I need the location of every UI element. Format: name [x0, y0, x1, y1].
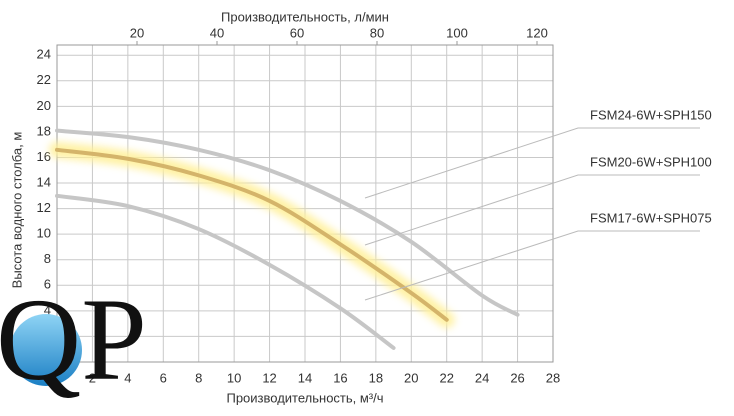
legend-label: FSM20-6W+SPH100 [590, 154, 712, 169]
y-tick-label: 12 [37, 200, 51, 215]
x-tick-label: 22 [439, 370, 453, 385]
x2-axis-title: Производительность, л/мин [221, 9, 389, 24]
x-tick-label: 8 [195, 370, 202, 385]
line [55, 128, 520, 317]
x-tick-label: 4 [124, 370, 131, 385]
logo-text: QP [0, 274, 147, 405]
plot-frame [56, 44, 554, 363]
x2-tick-label: 60 [290, 25, 304, 40]
legend-label: FSM24-6W+SPH150 [590, 107, 712, 122]
leader-line [364, 127, 700, 199]
x2-tick-label: 120 [526, 25, 548, 40]
logo-water [10, 314, 82, 386]
line [55, 147, 449, 322]
plot-area: 2468101214161820222426282468101214161820… [37, 25, 561, 385]
legend-label: FSM17-6W+SPH075 [590, 210, 712, 225]
line [55, 193, 396, 350]
logo: QP [0, 274, 147, 405]
leader-line [364, 230, 700, 301]
x2-tick-label: 40 [210, 25, 224, 40]
y-axis-title: Высота водного столба, м [9, 132, 24, 289]
y-tick-label: 20 [37, 98, 51, 113]
x-tick-label: 6 [160, 370, 167, 385]
x-tick-label: 14 [298, 370, 312, 385]
y-tick-label: 22 [37, 72, 51, 87]
x-tick-label: 18 [369, 370, 383, 385]
y-tick-label: 24 [37, 47, 51, 62]
x2-tick-label: 80 [370, 25, 384, 40]
leader-line [364, 174, 700, 246]
x-tick-label: 16 [333, 370, 347, 385]
y-tick-label: 10 [37, 226, 51, 241]
x-tick-label: 24 [475, 370, 489, 385]
y-tick-label: 14 [37, 174, 51, 189]
x-tick-label: 2 [89, 370, 96, 385]
x2-tick-label: 20 [130, 25, 144, 40]
x-tick-label: 12 [262, 370, 276, 385]
x2-tick-label: 100 [446, 25, 468, 40]
x-tick-label: 10 [227, 370, 241, 385]
x-axis-title: Производительность, м³/ч [226, 390, 383, 405]
y-tick-label: 16 [37, 149, 51, 164]
x-tick-label: 20 [404, 370, 418, 385]
y-tick-label: 8 [44, 251, 51, 266]
y-tick-label: 18 [37, 123, 51, 138]
y-tick-label: 4 [44, 302, 51, 317]
x-tick-label: 28 [546, 370, 560, 385]
y-tick-label: 6 [44, 277, 51, 292]
x-tick-label: 26 [510, 370, 524, 385]
